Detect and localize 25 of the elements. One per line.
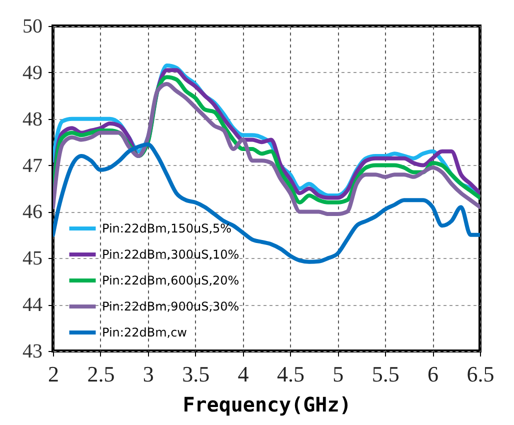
x-tick-label: 5 [332,362,344,386]
x-tick-label: 5.5 [372,362,400,386]
x-tick-label: 4 [238,362,249,386]
x-tick-label: 6.5 [466,362,494,386]
y-tick-label: 50 [22,16,42,38]
y-tick-label: 44 [22,294,42,316]
x-tick-label: 3.5 [182,362,210,386]
legend-label: Pin:22dBm,600uS,20% [102,274,240,288]
legend-label: Pin:22dBm,900uS,30% [102,300,240,314]
x-axis-title: Frequency(GHz) [182,392,352,416]
legend-label: Pin:22dBm,300uS,10% [102,248,240,262]
x-tick-label: 3 [142,362,154,386]
line-series [53,142,480,264]
y-tick-label: 48 [22,108,42,130]
x-tick-label: 2 [48,362,59,386]
y-tick-label: 45 [22,248,42,270]
x-tick-label: 2.5 [87,362,115,386]
legend-label: Pin:22dBm,cw [102,326,188,340]
legend-label: Pin:22dBm,150uS,5% [102,222,232,236]
y-tick-label: 47 [22,154,42,177]
y-tick-label: 46 [22,201,42,224]
x-tick-label: 4.5 [276,362,304,386]
x-tick-label: 6 [428,362,439,386]
y-tick-label: 43 [22,340,42,362]
y-tick-label: 49 [22,62,42,84]
